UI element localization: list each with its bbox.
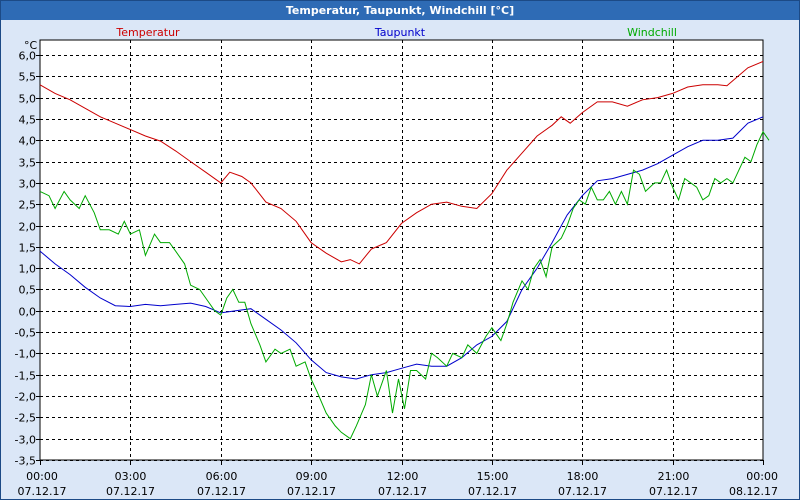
series-lines: [39, 60, 770, 440]
grid-lines: [40, 40, 763, 461]
y-tick-label: 1,5: [19, 242, 37, 255]
legend-windchill: Windchill: [627, 26, 677, 39]
legend-temperatur: Temperatur: [115, 26, 180, 39]
y-axis-unit-label: °C: [24, 39, 38, 52]
y-tick-label: -3,0: [15, 434, 36, 447]
x-tick-date: 07.12.17: [649, 485, 698, 498]
y-tick-label: 0,5: [19, 284, 37, 297]
x-tick-date: 07.12.17: [378, 485, 427, 498]
y-tick-label: 4,0: [19, 135, 37, 148]
y-tick-label: 1,0: [19, 263, 37, 276]
x-tick-time: 21:00: [658, 470, 690, 483]
y-tick-label: -3,5: [15, 455, 36, 468]
x-tick-time: 15:00: [477, 470, 509, 483]
y-tick-label: 4,5: [19, 114, 37, 127]
x-tick-date: 07.12.17: [468, 485, 517, 498]
x-axis-ticks: 00:00 07.12.17 03:00 07.12.17 06:00 07.12.17 0…: [18, 460, 778, 498]
y-tick-label: 5,0: [19, 93, 37, 106]
y-axis-ticks: 6,0 5,5 5,0 4,5 4,0 3,5 3,0 2,5 2,0 1,5 1,0 0,5 0,0 -…: [15, 50, 40, 468]
y-tick-label: 3,0: [19, 178, 37, 191]
y-tick-label: 2,5: [19, 199, 37, 212]
x-tick-date: 07.12.17: [18, 485, 67, 498]
series-line-taupunkt: [39, 116, 764, 380]
x-tick-time: 00:00: [746, 470, 778, 483]
y-tick-label: -1,0: [15, 348, 36, 361]
legend-taupunkt: Taupunkt: [374, 26, 426, 39]
x-tick-time: 00:00: [26, 470, 58, 483]
y-tick-label: 0,0: [19, 306, 37, 319]
y-tick-label: -1,5: [15, 370, 36, 383]
y-tick-label: -0,5: [15, 327, 36, 340]
x-tick-date: 07.12.17: [558, 485, 607, 498]
y-tick-label: 6,0: [19, 50, 37, 63]
x-tick-time: 06:00: [206, 470, 238, 483]
series-line-windchill: [39, 130, 770, 440]
x-tick-time: 12:00: [387, 470, 419, 483]
y-tick-label: -2,0: [15, 391, 36, 404]
x-tick-date: 07.12.17: [197, 485, 246, 498]
x-tick-date: 07.12.17: [287, 485, 336, 498]
chart-title: Temperatur, Taupunkt, Windchill [°C]: [1, 1, 799, 20]
y-tick-label: -2,5: [15, 412, 36, 425]
plot-area: [39, 39, 764, 461]
y-tick-label: 5,5: [19, 71, 37, 84]
x-tick-time: 09:00: [296, 470, 328, 483]
series-line-temperatur: [39, 60, 764, 265]
x-tick-date: 07.12.17: [106, 485, 155, 498]
x-tick-time: 18:00: [567, 470, 599, 483]
x-tick-time: 03:00: [115, 470, 147, 483]
x-tick-date: 08.12.17: [729, 485, 778, 498]
y-tick-label: 3,5: [19, 157, 37, 170]
y-tick-label: 2,0: [19, 221, 37, 234]
